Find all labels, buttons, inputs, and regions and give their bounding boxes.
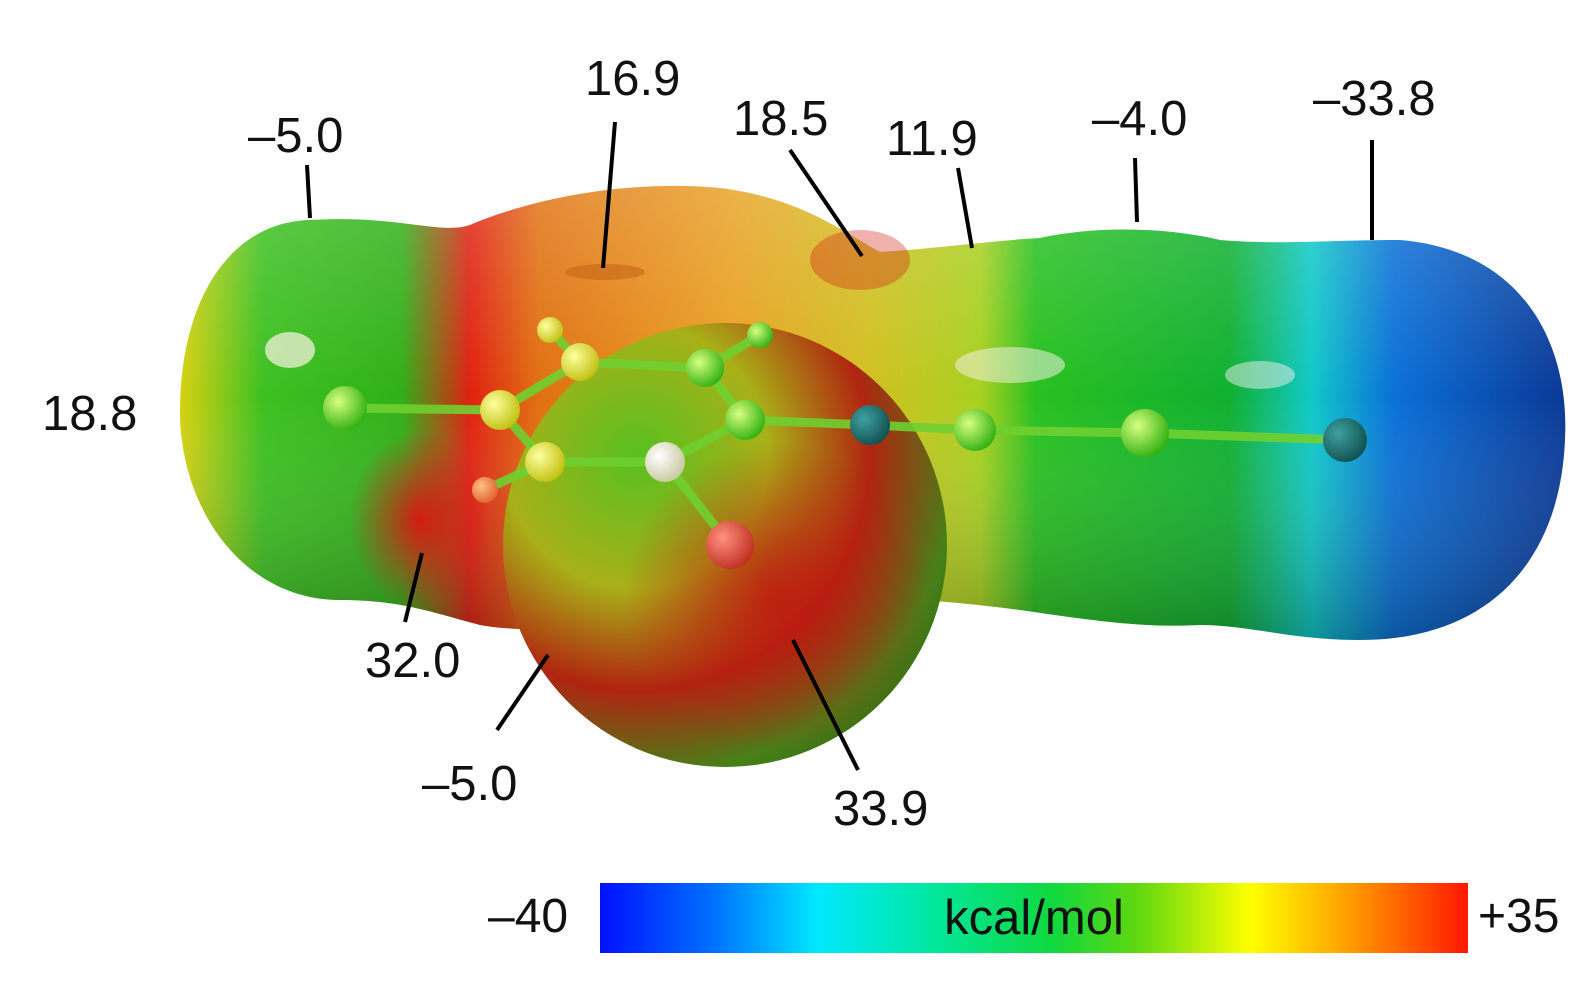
atom bbox=[706, 521, 754, 569]
atom bbox=[850, 405, 890, 445]
esp-value-label-bottom-left: 32.0 bbox=[365, 634, 461, 688]
leader-line bbox=[305, 164, 312, 219]
atom bbox=[480, 390, 520, 430]
esp-value-label-bottom-mid: –5.0 bbox=[422, 757, 518, 811]
esp-value-label-top-right-mid: 11.9 bbox=[886, 112, 978, 166]
leader-lines bbox=[305, 121, 1374, 771]
color-scale-bar bbox=[600, 883, 1468, 953]
esp-value-label-left: 18.8 bbox=[42, 387, 138, 441]
leader-line bbox=[788, 148, 864, 258]
atom bbox=[747, 322, 773, 348]
esp-value-label-top-ring: 16.9 bbox=[585, 52, 681, 106]
color-scale-max-label: +35 bbox=[1478, 890, 1560, 943]
atom bbox=[1121, 409, 1169, 457]
atom bbox=[686, 349, 724, 387]
esp-value-label-top-right: –4.0 bbox=[1092, 92, 1188, 146]
leader-line bbox=[956, 167, 974, 249]
color-scale-unit-label: kcal/mol bbox=[944, 890, 1124, 945]
atom bbox=[537, 317, 563, 343]
atom bbox=[561, 343, 599, 381]
atom bbox=[525, 442, 565, 482]
atom bbox=[1323, 418, 1367, 462]
atom bbox=[725, 400, 765, 440]
esp-value-label-top-far-right: –33.8 bbox=[1313, 72, 1436, 126]
color-scale-min-label: –40 bbox=[488, 890, 569, 943]
color-scale-unit-holder: kcal/mol bbox=[600, 883, 1468, 953]
leader-line bbox=[791, 639, 860, 771]
atom bbox=[645, 442, 685, 482]
molecule-skeleton bbox=[323, 317, 1367, 569]
leader-line bbox=[403, 552, 424, 623]
atom bbox=[472, 477, 498, 503]
leader-line bbox=[1133, 157, 1139, 223]
leader-line bbox=[495, 653, 550, 732]
esp-value-label-top-center: 18.5 bbox=[733, 92, 829, 146]
esp-value-label-top-left: –5.0 bbox=[248, 109, 344, 163]
atom bbox=[954, 409, 996, 451]
leader-line bbox=[601, 121, 617, 269]
esp-value-label-bottom-center: 33.9 bbox=[833, 782, 929, 836]
atom bbox=[323, 386, 367, 430]
